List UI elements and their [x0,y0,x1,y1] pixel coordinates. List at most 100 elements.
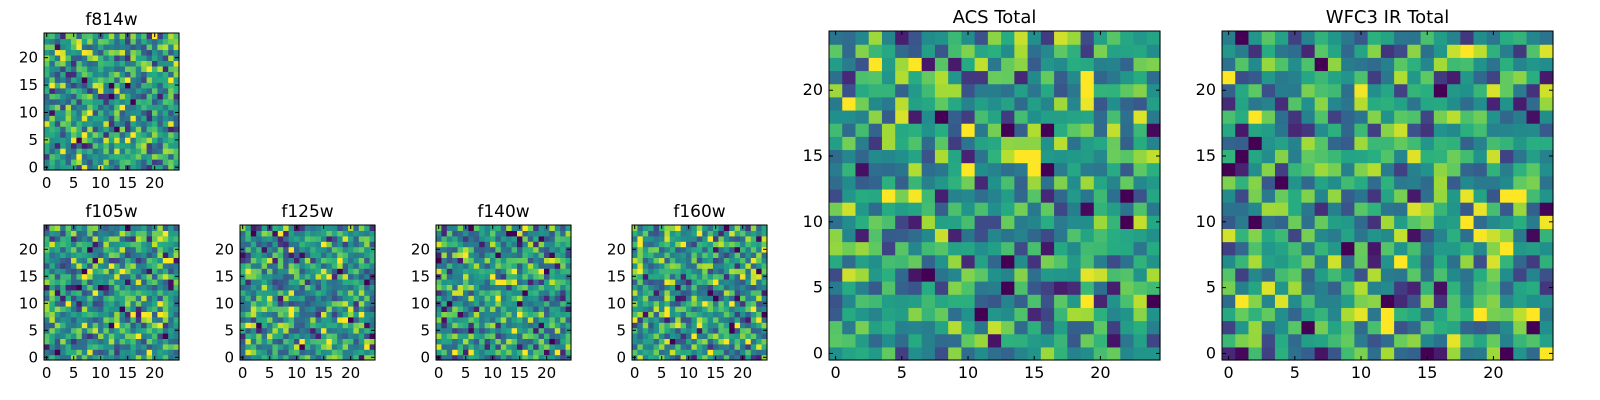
heatmap-cell [114,300,121,307]
heatmap-cell [1107,241,1121,256]
heatmap-cell [729,354,736,361]
heatmap-cell [441,262,448,269]
heatmap-cell [358,343,365,350]
heatmap-cell [283,300,290,307]
heatmap-cell [103,289,110,296]
heatmap-cell [157,235,164,242]
heatmap-cell [119,93,126,100]
heatmap-cell [648,284,655,291]
heatmap-cell [1420,109,1435,124]
heatmap-cell [1235,202,1250,216]
heatmap-cell [119,284,126,291]
heatmap-cell [130,311,137,318]
heatmap-cell [54,131,61,138]
heatmap-cell [168,54,175,61]
heatmap-cell [294,333,300,339]
heatmap-cell [669,311,676,318]
heatmap-cell [245,262,252,269]
heatmap-cell [256,311,263,318]
heatmap-cell [723,338,730,345]
heatmap-cell [713,338,719,345]
heatmap-cell [1407,333,1422,348]
heatmap-cell [745,235,752,242]
heatmap-cell [130,153,137,160]
heatmap-cell [304,279,311,285]
heatmap-cell [1146,162,1161,177]
heatmap-cell [146,246,153,253]
heatmap-cell [1222,254,1236,269]
heatmap-cell [141,71,148,78]
heatmap-cell [1235,281,1250,295]
heatmap-cell [549,316,556,323]
heatmap-cell [1222,96,1236,111]
heatmap-cell [495,311,502,318]
heatmap-cell [740,333,746,339]
heatmap-cell [337,343,344,350]
heatmap-cell [468,284,475,291]
heatmap-cell [49,159,56,166]
heatmap-cell [1133,31,1148,45]
heatmap-cell [484,354,491,361]
heatmap-cell [948,175,962,190]
heatmap-cell [908,123,923,137]
heatmap-cell [1093,267,1108,282]
heatmap-cell [908,202,923,216]
heatmap-cell [544,257,550,264]
heatmap-cell [103,82,110,89]
heatmap-cell [267,241,273,248]
heatmap-cell [473,338,480,345]
heatmap-cell [1107,254,1121,269]
heatmap-cell [1447,188,1461,203]
heatmap-cell [114,273,121,280]
heatmap-cell [348,316,354,323]
heatmap-cell [544,262,550,269]
heatmap-cell [468,333,475,339]
heatmap-cell [1288,307,1303,322]
heatmap-cell [680,354,687,361]
heatmap-cell [135,257,142,264]
heatmap-cell [364,262,371,269]
heatmap-cell [506,333,513,339]
heatmap-cell [544,289,550,296]
heatmap-cell [868,254,883,269]
heatmap-cell [1014,267,1029,282]
heatmap-cell [49,284,56,291]
heatmap-cell [1526,162,1541,177]
heatmap-cell [1407,281,1422,295]
heatmap-cell [1500,202,1514,216]
heatmap-cell [1261,254,1276,269]
heatmap-cell [256,284,263,291]
heatmap-cell [517,295,523,302]
heatmap-cell [1120,215,1135,229]
heatmap-cell [1513,281,1528,295]
heatmap-cell [1380,109,1395,124]
heatmap-cell [895,70,910,85]
heatmap-cell [65,241,72,248]
heatmap-cell [1248,202,1263,216]
heatmap-cell [81,284,88,291]
heatmap-cell [868,281,883,295]
heatmap-cell [245,273,252,280]
heatmap-cell [696,230,703,237]
heatmap-cell [267,306,273,312]
heatmap-cell [1354,31,1369,45]
heatmap-cell [81,252,88,258]
heatmap-cell [452,300,459,307]
heatmap-cell [686,333,692,339]
heatmap-cell [446,333,453,339]
heatmap-cell [288,343,295,350]
heatmap-cell [718,225,725,231]
heatmap-cell [157,343,164,350]
heatmap-cell [60,311,67,318]
heatmap-cell [490,262,496,269]
heatmap-cell [1235,228,1250,243]
heatmap-cell [1407,70,1422,85]
heatmap-cell [114,148,121,155]
heatmap-cell [490,327,496,334]
heatmap-cell [1093,31,1108,45]
heatmap-cell [65,257,72,264]
heatmap-cell [961,202,976,216]
heatmap-cell [511,235,518,242]
heatmap-cell [511,300,518,307]
heatmap-cell [103,225,110,231]
